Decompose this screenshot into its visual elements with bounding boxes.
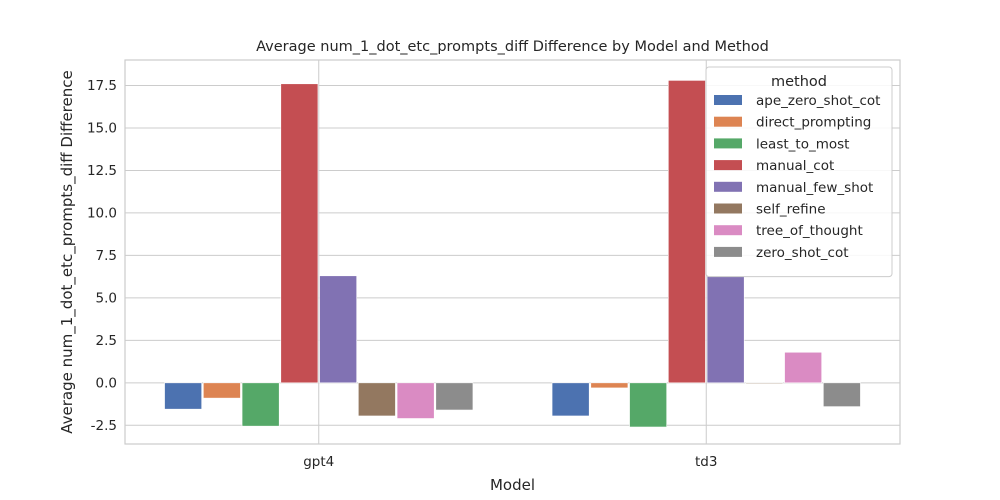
legend-swatch-tree_of_thought xyxy=(714,225,742,236)
bar-direct_prompting-td3 xyxy=(590,382,629,389)
bar-self_refine-gpt4 xyxy=(357,382,396,417)
bar-zero_shot_cot-gpt4 xyxy=(435,382,474,411)
legend-label-manual_cot: manual_cot xyxy=(756,158,834,174)
legend-swatch-zero_shot_cot xyxy=(714,246,742,257)
x-axis-label: Model xyxy=(490,476,535,494)
legend-swatch-manual_few_shot xyxy=(714,181,742,192)
legend-label-least_to_most: least_to_most xyxy=(756,136,849,152)
chart-title: Average num_1_dot_etc_prompts_diff Diffe… xyxy=(256,39,769,55)
x-tick-label: gpt4 xyxy=(303,454,334,470)
legend-label-tree_of_thought: tree_of_thought xyxy=(756,223,863,239)
bar-manual_few_shot-td3 xyxy=(706,275,745,384)
bar-tree_of_thought-gpt4 xyxy=(396,382,435,419)
bars xyxy=(164,80,861,428)
bar-manual_few_shot-gpt4 xyxy=(319,275,357,384)
legend-label-manual_few_shot: manual_few_shot xyxy=(756,180,873,196)
legend-title: method xyxy=(771,74,827,90)
bar-least_to_most-gpt4 xyxy=(241,382,280,427)
legend-swatch-self_refine xyxy=(714,203,742,214)
bar-manual_cot-td3 xyxy=(667,80,706,384)
legend-label-direct_prompting: direct_prompting xyxy=(756,115,871,131)
legend-box xyxy=(705,66,893,278)
y-tick-label: 2.5 xyxy=(96,333,117,349)
y-tick-label: 7.5 xyxy=(96,248,117,264)
bar-manual_cot-gpt4 xyxy=(280,83,319,384)
plot-frame xyxy=(124,59,901,445)
legend-swatch-ape_zero_shot_cot xyxy=(714,95,742,105)
legend-label-self_refine: self_refine xyxy=(756,202,826,218)
x-tick-label: td3 xyxy=(695,454,717,470)
x-tick-labels: gpt4 td3 xyxy=(303,454,717,470)
bar-ape_zero_shot_cot-gpt4 xyxy=(164,382,203,410)
y-tick-label: 15.0 xyxy=(87,120,117,136)
y-axis-label: Average num_1_dot_etc_prompts_diff Diffe… xyxy=(58,70,77,433)
y-tick-label: 10.0 xyxy=(87,205,117,221)
y-tick-label: -2.5 xyxy=(91,418,117,434)
bar-least_to_most-td3 xyxy=(629,382,667,428)
legend-items: ape_zero_shot_cot direct_prompting least_t… xyxy=(714,93,880,261)
bar-ape_zero_shot_cot-td3 xyxy=(551,382,590,417)
y-tick-label: 5.0 xyxy=(96,290,117,306)
bar-self_refine-td3 xyxy=(745,382,784,384)
legend-swatch-least_to_most xyxy=(714,138,742,149)
y-tick-label: 0.0 xyxy=(96,375,117,391)
y-tick-label: 17.5 xyxy=(87,78,117,94)
legend-swatch-direct_prompting xyxy=(714,116,742,127)
legend-label-ape_zero_shot_cot: ape_zero_shot_cot xyxy=(756,93,880,109)
bar-direct_prompting-gpt4 xyxy=(203,382,241,399)
bar-zero_shot_cot-td3 xyxy=(822,382,861,407)
legend-swatch-manual_cot xyxy=(714,160,742,171)
y-tick-label: 12.5 xyxy=(87,163,117,179)
legend: method ape_zero_shot_cot direct_prompting… xyxy=(705,66,893,278)
y-tick-labels: -2.5 0.0 2.5 5.0 7.5 10.0 12.5 15.0 17.5 xyxy=(87,78,117,434)
legend-label-zero_shot_cot: zero_shot_cot xyxy=(756,245,849,261)
bar-tree_of_thought-td3 xyxy=(784,351,822,384)
